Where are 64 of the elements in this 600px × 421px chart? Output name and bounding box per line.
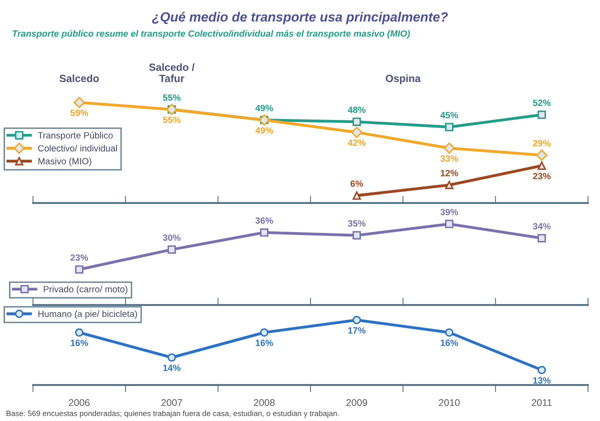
data-label: 55% xyxy=(162,116,181,124)
legend-label: Privado (carro/ moto) xyxy=(44,286,128,294)
point xyxy=(75,265,84,274)
data-label: 59% xyxy=(70,110,88,116)
data-label: 48% xyxy=(348,106,366,114)
x-tick-label: 2007 xyxy=(161,399,182,406)
data-label: 33% xyxy=(440,155,458,162)
point xyxy=(168,353,176,362)
data-label: 17% xyxy=(348,327,366,334)
data-label: 52% xyxy=(532,100,551,106)
text: Salcedo / Tafur xyxy=(149,63,195,82)
data-label: 14% xyxy=(163,364,181,372)
point xyxy=(260,228,268,237)
data-label: 23% xyxy=(533,172,551,180)
chart-subtitle: Transporte público resume el transporte Colectivo/individual más el transporte masivo (MIO) xyxy=(12,30,410,38)
data-label: 23% xyxy=(70,254,88,261)
x-tick-label: 2010 xyxy=(438,399,460,406)
point xyxy=(352,191,361,200)
data-label: 39% xyxy=(440,208,458,216)
data-label: 16% xyxy=(70,340,88,346)
data-label: 16% xyxy=(440,340,458,346)
point xyxy=(168,245,176,254)
chart-title: ¿Qué medio de transporte usa principalmente? xyxy=(152,12,448,24)
data-label: 13% xyxy=(533,377,551,384)
point xyxy=(260,328,268,337)
data-label: 30% xyxy=(162,234,181,241)
data-label: 35% xyxy=(348,220,366,227)
point xyxy=(352,316,361,324)
data-label: 29% xyxy=(533,140,551,146)
point xyxy=(352,118,361,126)
data-label: 49% xyxy=(255,104,274,112)
point xyxy=(538,110,546,119)
data-label: 45% xyxy=(440,112,458,118)
point xyxy=(445,180,454,190)
x-tick-label: 2009 xyxy=(346,399,368,406)
point xyxy=(445,220,454,228)
point xyxy=(75,328,84,337)
data-label: 36% xyxy=(255,217,274,224)
point xyxy=(352,231,361,240)
data-label: 42% xyxy=(348,139,366,146)
data-label: 49% xyxy=(255,127,274,134)
point xyxy=(536,150,548,161)
data-label: 34% xyxy=(532,223,551,230)
point xyxy=(351,126,362,138)
data-label: 55% xyxy=(162,94,181,101)
point xyxy=(538,162,546,170)
x-tick-label: 2008 xyxy=(254,399,275,406)
legend-label: Transporte Público xyxy=(38,132,113,140)
point xyxy=(74,96,85,108)
legend-label: Humano (a pie/ bicicleta) xyxy=(38,310,137,319)
legend-label: Masivo (MIO) xyxy=(38,158,92,166)
legend-label: Colectivo/ individual xyxy=(38,144,117,152)
point xyxy=(538,234,546,242)
point xyxy=(538,366,546,374)
x-tick-label: 2006 xyxy=(68,399,90,406)
text: Salcedo xyxy=(60,74,99,82)
x-tick-label: 2011 xyxy=(532,399,552,406)
data-label: 6% xyxy=(350,180,364,187)
point xyxy=(445,122,454,132)
text: Ospina xyxy=(386,74,421,84)
data-label: 12% xyxy=(440,170,458,176)
point xyxy=(445,328,454,337)
data-label: 16% xyxy=(256,340,274,346)
point xyxy=(444,142,455,154)
